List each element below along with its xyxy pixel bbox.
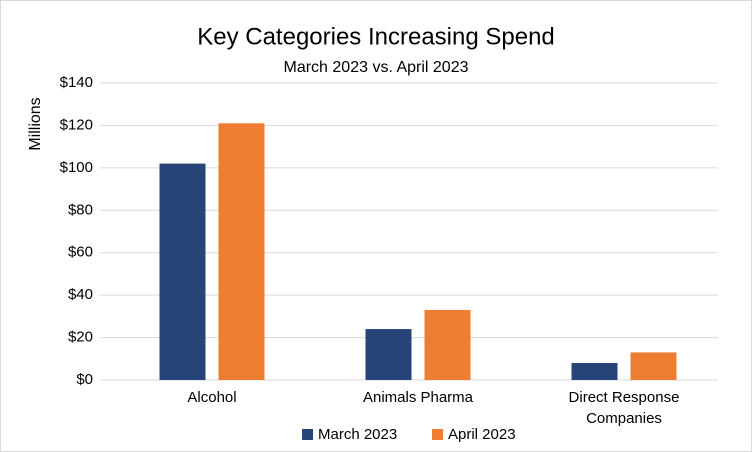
bar (365, 329, 412, 380)
y-tick-label: $40 (68, 286, 93, 303)
y-axis-label: Millions (27, 97, 44, 150)
y-tick-label: $20 (68, 329, 93, 346)
x-tick-label: Animals Pharma (362, 389, 474, 406)
legend-swatch (302, 429, 313, 440)
bar (424, 309, 471, 380)
x-tick-label: Alcohol (187, 389, 237, 406)
y-tick-label: $0 (76, 371, 93, 388)
y-tick-label: $120 (60, 116, 93, 133)
chart-title: Key Categories Increasing Spend (197, 23, 555, 50)
legend-label: April 2023 (448, 426, 516, 443)
bar (159, 163, 206, 380)
chart-subtitle: March 2023 vs. April 2023 (284, 59, 469, 76)
legend-label: March 2023 (318, 426, 397, 443)
bar (218, 123, 265, 381)
y-tick-label: $60 (68, 244, 93, 261)
x-tick-label: Direct Response Companies (568, 389, 680, 427)
bar (571, 363, 618, 380)
y-tick-label: $140 (60, 74, 93, 91)
bar (630, 352, 677, 380)
y-tick-label: $100 (60, 159, 93, 176)
legend-swatch (432, 429, 443, 440)
y-tick-label: $80 (68, 201, 93, 218)
